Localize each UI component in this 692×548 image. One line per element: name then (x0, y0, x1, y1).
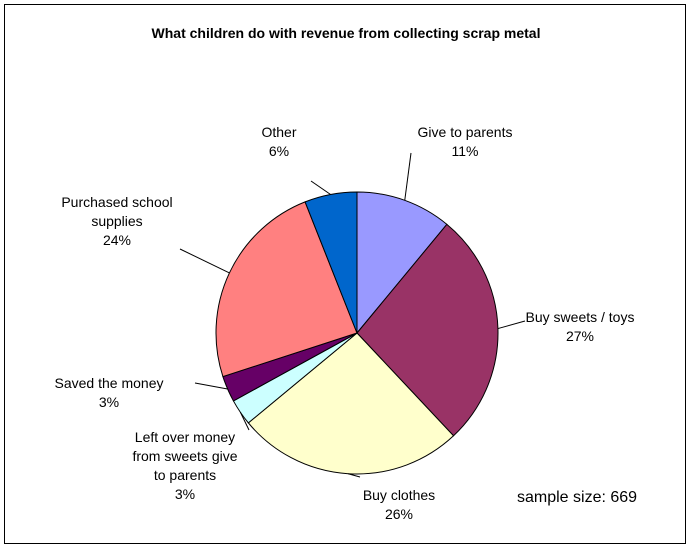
slice-label-0: Give to parents 11% (418, 124, 513, 159)
chart-title: What children do with revenue from colle… (152, 25, 541, 41)
slice-label-5: Purchased school supplies 24% (61, 194, 172, 248)
leader-line-2 (348, 473, 361, 478)
slice-label-4: Saved the money 3% (55, 375, 164, 410)
pie-slice-2 (247, 332, 455, 475)
slice-label-3: Left over money from sweets give to parent… (132, 429, 237, 502)
leader-line-4 (194, 382, 228, 390)
chart-frame: What children do with revenue from colle… (4, 4, 686, 544)
leader-line-0 (404, 152, 412, 201)
pie-chart: What children do with revenue from colle… (55, 25, 638, 522)
leader-line-3 (239, 412, 250, 431)
leader-line-6 (310, 180, 331, 195)
slice-label-1: Buy sweets / toys 27% (526, 309, 635, 344)
sample-size-note: sample size: 669 (517, 489, 637, 506)
slice-label-2: Buy clothes 26% (363, 487, 435, 522)
pie-slice-1 (356, 223, 499, 437)
slice-label-6: Other 6% (261, 124, 296, 159)
leader-line-1 (497, 320, 526, 330)
leader-line-5 (179, 248, 230, 274)
